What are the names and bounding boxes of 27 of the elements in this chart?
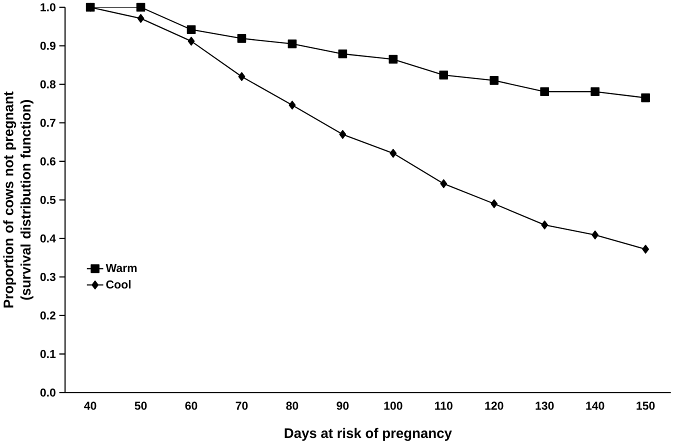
y-tick-label: 0.2 bbox=[40, 311, 56, 320]
x-axis-title: Days at risk of pregnancy bbox=[284, 428, 452, 441]
legend-label: Cool bbox=[106, 280, 131, 289]
x-tick-label: 100 bbox=[384, 402, 402, 410]
x-tick-label: 60 bbox=[185, 402, 198, 410]
x-tick-label: 80 bbox=[286, 402, 298, 410]
y-tick-label: 0.8 bbox=[40, 80, 56, 88]
y-tick-label: 0.4 bbox=[40, 234, 56, 242]
y-tick-label: 0.9 bbox=[40, 42, 56, 50]
y-tick-label: 1.0 bbox=[40, 3, 56, 12]
x-tick-label: 70 bbox=[236, 402, 248, 410]
x-tick-label: 150 bbox=[636, 402, 655, 410]
y-tick-label: 0.1 bbox=[40, 350, 56, 358]
x-tick-label: 50 bbox=[134, 402, 147, 410]
y-tick-label: 0.3 bbox=[40, 272, 56, 282]
x-tick-label: 40 bbox=[84, 402, 96, 410]
y-tick-label: 0.7 bbox=[40, 118, 56, 127]
x-tick-label: 120 bbox=[485, 402, 504, 410]
y-tick-label: 0.6 bbox=[40, 157, 56, 166]
y-tick-label: 0.5 bbox=[40, 196, 56, 204]
y-axis-title: Proportion of cows not pregnant (survival distribution function) bbox=[3, 91, 34, 308]
legend-label: Warm bbox=[106, 264, 137, 272]
x-tick-label: 90 bbox=[336, 402, 349, 410]
x-tick-label: 140 bbox=[586, 402, 604, 410]
y-tick-label: 0.0 bbox=[40, 388, 56, 397]
x-tick-label: 110 bbox=[435, 402, 452, 410]
x-tick-label: 130 bbox=[536, 402, 554, 410]
